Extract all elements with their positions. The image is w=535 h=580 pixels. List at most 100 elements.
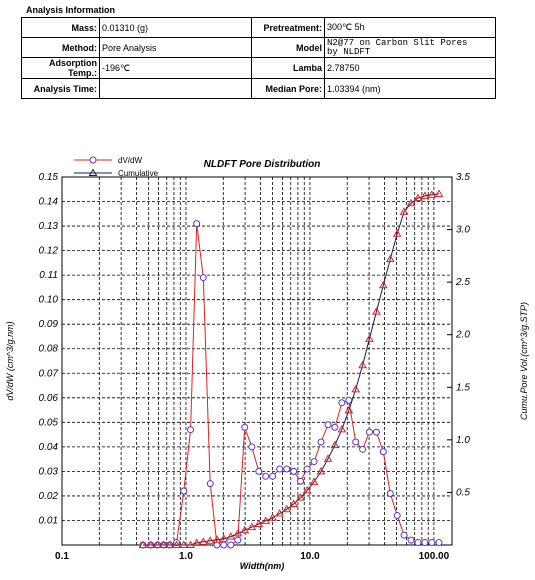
cumulative-point <box>240 525 250 534</box>
cumulative-point <box>434 189 444 197</box>
chart-title: NLDFT Pore Distribution <box>204 159 321 170</box>
y-tick-label: 0.03 <box>39 466 59 477</box>
cumulative-point <box>337 424 347 433</box>
chart-grid <box>62 176 452 545</box>
dvdw-point <box>407 536 415 544</box>
x-axis-label: Width(nm) <box>240 561 284 571</box>
cumulative-point <box>247 522 257 531</box>
info-row-adsorption: Adsorption Temp.: -196℃ Lamba 2.78750 <box>21 57 496 79</box>
cumulative-point <box>233 528 243 537</box>
model-value-line-2: by NLDFT <box>327 46 371 57</box>
y2-tick-label: 2.0 <box>455 330 470 341</box>
chart-series <box>138 189 444 549</box>
dvdw-point <box>365 428 373 436</box>
cumulative-point <box>289 499 299 507</box>
y-tick-label: 0.08 <box>39 344 59 355</box>
y-tick-label: 0.07 <box>39 368 59 379</box>
cumulative-point <box>212 535 222 543</box>
y2-tick-label: 3.5 <box>456 172 470 183</box>
cumulative-point <box>261 516 271 524</box>
x-tick-label: 100.00 <box>419 551 450 562</box>
cumulative-point <box>165 540 175 548</box>
dvdw-point <box>213 541 221 549</box>
y-tick-label: 0.15 <box>39 172 59 183</box>
cumulative-point <box>268 513 277 521</box>
dvdw-point <box>421 539 429 547</box>
y-axis-label: dV/dW (cm^3/g.nm) <box>5 321 15 400</box>
dvdw-series-line <box>143 223 439 546</box>
dvdw-point <box>255 467 263 475</box>
y2-tick-label: 0.5 <box>456 487 470 498</box>
dvdw-point <box>359 445 367 453</box>
dvdw-point <box>276 465 284 473</box>
cumulative-point <box>275 508 285 517</box>
cumulative-point <box>179 540 189 548</box>
cumulative-point <box>399 207 409 215</box>
dvdw-point <box>393 512 401 520</box>
cumulative-point <box>413 193 423 202</box>
cumulative-point <box>427 190 437 198</box>
cumulative-point <box>172 540 181 548</box>
dvdw-point <box>206 480 214 488</box>
dvdw-point <box>234 536 242 544</box>
y2-tick-label: 2.5 <box>455 277 470 288</box>
dvdw-point <box>310 458 318 466</box>
dvdw-point <box>248 443 256 451</box>
y2-tick-label: 1.5 <box>456 382 470 393</box>
dvdw-point <box>187 426 195 434</box>
cumulative-point <box>330 440 340 449</box>
cumulative-point <box>192 538 202 546</box>
dvdw-point <box>290 467 298 475</box>
dvdw-point <box>227 541 235 549</box>
dvdw-point <box>193 220 201 228</box>
legend-cumulative-label: Cumulative <box>118 169 159 178</box>
y-tick-label: 0.13 <box>39 221 59 232</box>
cumulative-point <box>198 537 208 545</box>
x-tick-label: 0.1 <box>55 551 69 562</box>
cumulative-point <box>351 384 361 393</box>
dvdw-point <box>428 539 436 547</box>
y-tick-label: 0.09 <box>39 319 59 330</box>
dvdw-point <box>317 438 325 446</box>
chart-legend: dV/dW Cumulative <box>74 156 159 178</box>
analysis-info-title: Analysis Information <box>26 5 116 15</box>
plot-frame <box>61 176 453 546</box>
dvdw-point <box>414 539 422 547</box>
info-row-analysis-time: Analysis Time: Median Pore: 1.03394 (nm) <box>21 78 496 99</box>
y-tick-label: 0.12 <box>39 246 59 257</box>
analysis-info-table: Mass: 0.01310 (g) Pretreatment: 300℃ 5h … <box>21 17 496 99</box>
cumulative-point <box>316 466 326 475</box>
dvdw-point <box>435 539 443 547</box>
cumulative-point <box>420 191 430 199</box>
cumulative-point <box>219 534 229 542</box>
cumulative-point <box>186 540 195 548</box>
dvdw-point <box>352 438 360 446</box>
cumulative-point <box>392 229 402 237</box>
cumulative-point <box>358 360 367 369</box>
cumulative-point <box>138 540 148 548</box>
dvdw-point <box>297 477 305 485</box>
dvdw-point <box>379 448 387 456</box>
cumulative-point <box>159 540 168 548</box>
cumulative-point <box>385 254 395 263</box>
cumulative-point <box>309 477 319 485</box>
cumulative-point <box>153 540 162 548</box>
dvdw-point <box>338 399 346 407</box>
y-tick-label: 0.14 <box>39 197 59 208</box>
dvdw-point <box>283 465 291 473</box>
cumulative-point <box>302 485 312 494</box>
dvdw-point <box>372 428 380 436</box>
analysis-time-label: Analysis Time: <box>21 78 100 99</box>
y-tick-label: 0.04 <box>39 442 59 453</box>
dvdw-point <box>269 472 277 480</box>
cumulative-point <box>378 280 388 289</box>
cumulative-point <box>226 532 236 540</box>
dvdw-point <box>386 489 394 497</box>
y-tick-label: 0.05 <box>39 417 59 428</box>
cumulative-point <box>146 540 156 548</box>
y-tick-label: 0.01 <box>39 515 58 526</box>
chart-axes: 0.010.020.030.040.050.060.070.080.090.10… <box>39 172 471 562</box>
y2-axis-label: Cumu.Pore Vol.(cm^3/g.STP) <box>519 302 529 420</box>
dvdw-point <box>180 487 188 495</box>
cumulative-point <box>365 334 374 342</box>
